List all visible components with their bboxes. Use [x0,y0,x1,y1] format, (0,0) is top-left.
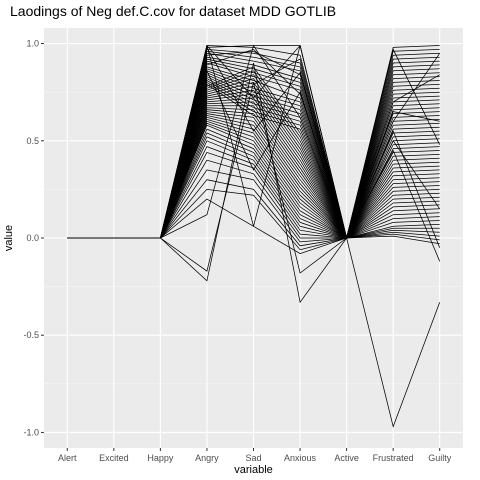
series-lines [67,44,441,428]
series-line-60 [67,48,441,240]
x-tick-label: Anxious [284,453,317,463]
y-tick-label: -0.5 [23,330,39,340]
x-tick-label: Alert [58,453,77,463]
x-tick-label: Active [334,453,359,463]
chart-title: Laodings of Neg def.C.cov for dataset MD… [10,3,336,19]
y-tick-label: 0.5 [26,136,39,146]
y-tick-label: 0.0 [26,233,39,243]
x-tick-label: Guilty [428,453,452,463]
x-tick-label: Angry [195,453,219,463]
x-tick-label: Excited [99,453,129,463]
y-axis: -1.0 -0.5 0.0 0.5 1.0 [23,39,44,437]
y-tick-label: -1.0 [23,427,39,437]
y-axis-title: value [3,225,15,251]
x-tick-label: Sad [245,453,261,463]
x-tick-label: Happy [147,453,174,463]
x-axis: Alert Excited Happy Angry Sad Anxious Active Fr… [58,448,452,463]
x-axis-title: variable [234,464,273,476]
x-tick-label: Frustrated [373,453,414,463]
y-tick-label: 1.0 [26,39,39,49]
